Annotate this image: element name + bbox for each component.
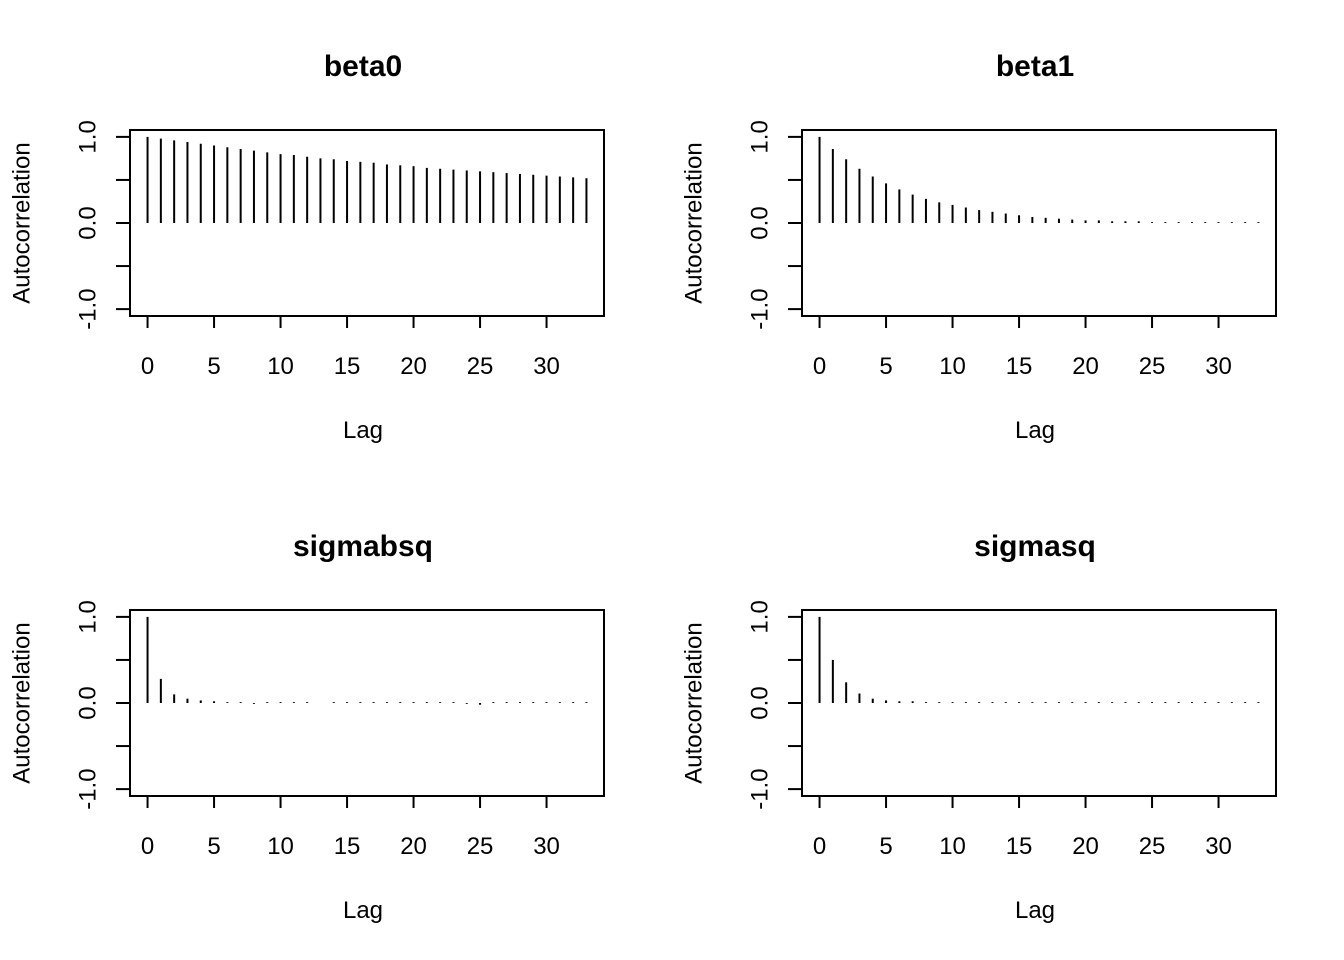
x-tick-label: 0 bbox=[813, 833, 826, 860]
y-axis-label: Autocorrelation bbox=[9, 622, 36, 783]
y-tick-label: -1.0 bbox=[747, 768, 774, 809]
x-tick-label: 15 bbox=[1006, 833, 1033, 860]
chart-title: beta1 bbox=[996, 50, 1074, 83]
x-tick-label: 0 bbox=[141, 833, 154, 860]
acf-panel-sigmabsq: sigmabsq 0 5 10 15 20 25 30 -1.0 0.0 1.0 Lag Autocor… bbox=[9, 530, 605, 924]
x-tick-label: 30 bbox=[1205, 833, 1232, 860]
y-tick-label: 1.0 bbox=[747, 600, 774, 633]
acf-panel-beta0: beta0 0 5 10 15 20 25 30 -1.0 0.0 1.0 Lag Autocorrel… bbox=[9, 50, 605, 444]
x-tick-label: 30 bbox=[533, 353, 560, 380]
y-tick-label: 1.0 bbox=[75, 600, 102, 633]
x-tick-label: 10 bbox=[267, 353, 294, 380]
x-tick-label: 30 bbox=[533, 833, 560, 860]
x-tick-label: 25 bbox=[467, 353, 494, 380]
x-tick-label: 20 bbox=[1072, 833, 1099, 860]
x-axis-label: Lag bbox=[343, 417, 383, 444]
x-tick-label: 15 bbox=[334, 353, 361, 380]
x-tick-label: 25 bbox=[1139, 833, 1166, 860]
x-tick-label: 10 bbox=[939, 353, 966, 380]
y-tick-label: -1.0 bbox=[747, 288, 774, 329]
acf-panel-beta1: beta1 0 5 10 15 20 25 30 -1.0 0.0 1.0 Lag Autocorrel… bbox=[681, 50, 1277, 444]
x-tick-label: 5 bbox=[207, 833, 220, 860]
chart-title: beta0 bbox=[324, 50, 402, 83]
x-axis-label: Lag bbox=[343, 897, 383, 924]
x-tick-label: 15 bbox=[1006, 353, 1033, 380]
x-tick-label: 25 bbox=[467, 833, 494, 860]
y-tick-label: 0.0 bbox=[75, 206, 102, 239]
x-tick-label: 25 bbox=[1139, 353, 1166, 380]
y-tick-label: -1.0 bbox=[75, 288, 102, 329]
y-tick-label: 1.0 bbox=[75, 120, 102, 153]
x-tick-label: 20 bbox=[400, 353, 427, 380]
x-axis-label: Lag bbox=[1015, 417, 1055, 444]
y-tick-label: 0.0 bbox=[747, 206, 774, 239]
x-tick-label: 0 bbox=[141, 353, 154, 380]
chart-title: sigmabsq bbox=[293, 530, 433, 563]
y-tick-label: 0.0 bbox=[747, 686, 774, 719]
y-axis-label: Autocorrelation bbox=[681, 622, 708, 783]
acf-panel-sigmasq: sigmasq 0 5 10 15 20 25 30 -1.0 0.0 1.0 Lag Autocorr… bbox=[681, 530, 1277, 924]
x-tick-label: 5 bbox=[879, 353, 892, 380]
x-tick-label: 30 bbox=[1205, 353, 1232, 380]
x-tick-label: 5 bbox=[879, 833, 892, 860]
y-tick-label: -1.0 bbox=[75, 768, 102, 809]
x-tick-label: 15 bbox=[334, 833, 361, 860]
chart-title: sigmasq bbox=[974, 530, 1096, 563]
x-tick-label: 10 bbox=[267, 833, 294, 860]
y-axis-label: Autocorrelation bbox=[9, 142, 36, 303]
x-tick-label: 0 bbox=[813, 353, 826, 380]
x-tick-label: 20 bbox=[1072, 353, 1099, 380]
y-tick-label: 1.0 bbox=[747, 120, 774, 153]
x-tick-label: 10 bbox=[939, 833, 966, 860]
x-tick-label: 5 bbox=[207, 353, 220, 380]
x-axis-label: Lag bbox=[1015, 897, 1055, 924]
y-tick-label: 0.0 bbox=[75, 686, 102, 719]
x-tick-label: 20 bbox=[400, 833, 427, 860]
y-axis-label: Autocorrelation bbox=[681, 142, 708, 303]
